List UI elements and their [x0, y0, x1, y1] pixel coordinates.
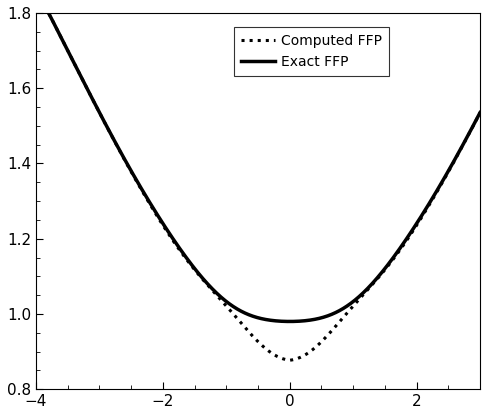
Computed FFP — [287, 358, 293, 363]
Line: Exact FFP: Exact FFP — [36, 0, 480, 322]
Legend: Computed FFP, Exact FFP: Computed FFP, Exact FFP — [234, 27, 389, 76]
Computed FFP — [464, 135, 470, 140]
Computed FFP — [56, 30, 62, 35]
Computed FFP — [465, 134, 470, 139]
Exact FFP — [477, 110, 483, 115]
Exact FFP — [56, 30, 62, 35]
Exact FFP — [464, 134, 470, 139]
Exact FFP — [465, 134, 470, 139]
Exact FFP — [237, 308, 243, 313]
Computed FFP — [237, 319, 243, 324]
Computed FFP — [249, 333, 255, 338]
Computed FFP — [383, 266, 389, 271]
Line: Computed FFP: Computed FFP — [36, 0, 480, 360]
Exact FFP — [383, 265, 389, 270]
Exact FFP — [287, 319, 293, 324]
Exact FFP — [249, 313, 255, 318]
Computed FFP — [477, 110, 483, 115]
